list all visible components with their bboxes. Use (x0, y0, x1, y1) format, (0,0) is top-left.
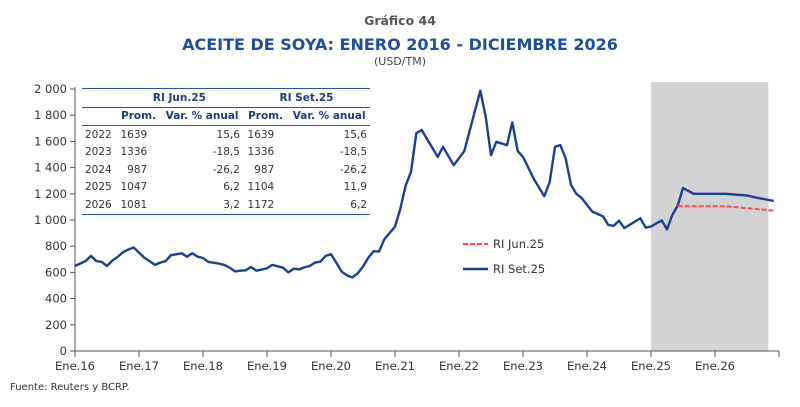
x-tick-label: Ene.23 (503, 359, 543, 373)
y-tick-label: 800 (45, 239, 67, 253)
forecast-shade (651, 82, 769, 351)
table-cell: 1639 (247, 128, 275, 141)
row-year: 2022 (85, 128, 112, 141)
table-cell: 1639 (120, 128, 148, 141)
group-set25: RI Set.25 (279, 91, 334, 104)
table-cell: -18,5 (339, 146, 367, 159)
x-tick-label: Ene.19 (247, 359, 287, 373)
y-tick-label: 400 (45, 292, 67, 306)
y-tick-label: 1 600 (34, 134, 67, 148)
col-header: Prom. (242, 107, 289, 126)
y-tick-label: 1 200 (34, 187, 67, 201)
source-note: Fuente: Reuters y BCRP. (10, 382, 130, 393)
y-tick-label: 200 (45, 318, 67, 332)
table-row: 2026 1081 3,2 1172 6,2 (82, 196, 370, 215)
table-cell: -26,2 (212, 163, 240, 176)
table-cell: 1172 (242, 196, 289, 215)
table-cell: 1081 (115, 196, 162, 215)
table-cell: 6,2 (223, 181, 240, 194)
x-tick-label: Ene.21 (375, 359, 415, 373)
x-tick-label: Ene.22 (439, 359, 479, 373)
table-cell: 1336 (120, 146, 148, 159)
x-tick-label: Ene.20 (311, 359, 351, 373)
table-cell: 15,6 (216, 128, 240, 141)
series-line-set25 (74, 89, 774, 279)
figure-label: Gráfico 44 (364, 13, 436, 28)
legend-label: RI Jun.25 (493, 237, 544, 251)
table-cell: -26,2 (339, 163, 367, 176)
table-cell: -18,5 (212, 146, 240, 159)
x-tick-label: Ene.16 (55, 359, 95, 373)
y-tick-label: 2 000 (34, 82, 67, 96)
table-cell: 1047 (120, 181, 148, 194)
table-row: 2025 1047 6,2 1104 11,9 (82, 179, 370, 197)
table-cell: 987 (254, 163, 275, 176)
x-tick-label: Ene.18 (183, 359, 223, 373)
x-tick-label: Ene.25 (631, 359, 671, 373)
y-tick-label: 0 (60, 344, 67, 358)
table-cell: 6,2 (288, 196, 370, 215)
summary-table: RI Jun.25 RI Set.25 Prom. Var. % anual P… (82, 88, 370, 215)
legend-label: RI Set.25 (493, 262, 545, 276)
table-cell: 1336 (247, 146, 275, 159)
table-cell: 11,9 (343, 181, 367, 194)
series-line-jun25 (677, 205, 774, 212)
y-tick-label: 600 (45, 265, 67, 279)
col-header: Prom. (115, 107, 162, 126)
y-tick-label: 1 000 (34, 213, 67, 227)
table-header-row: Prom. Var. % anual Prom. Var. % anual (82, 107, 370, 126)
col-header: Var. % anual (288, 107, 370, 126)
table-cell: 3,2 (161, 196, 243, 215)
x-tick-label: Ene.24 (567, 359, 607, 373)
table-group-row: RI Jun.25 RI Set.25 (82, 88, 370, 108)
row-year: 2024 (85, 163, 112, 176)
table-row: 2024 987 -26,2 987 -26,2 (82, 161, 370, 179)
y-tick-label: 1 400 (34, 161, 67, 175)
group-jun25: RI Jun.25 (152, 91, 206, 104)
x-tick-label: Ene.26 (695, 359, 735, 373)
row-year: 2025 (85, 181, 112, 194)
table-cell: 15,6 (343, 128, 367, 141)
table-row: 2023 1336 -18,5 1336 -18,5 (82, 144, 370, 162)
row-year: 2023 (85, 146, 112, 159)
x-tick-label: Ene.17 (119, 359, 159, 373)
unit-label: (USD/TM) (373, 55, 426, 68)
row-year: 2026 (82, 196, 116, 215)
table-row: 2022 1639 15,6 1639 15,6 (82, 126, 370, 144)
col-header: Var. % anual (161, 107, 243, 126)
chart-title: ACEITE DE SOYA: ENERO 2016 - DICIEMBRE 2… (182, 35, 618, 54)
table-cell: 1104 (247, 181, 275, 194)
table-cell: 987 (127, 163, 148, 176)
y-tick-label: 1 800 (34, 108, 67, 122)
